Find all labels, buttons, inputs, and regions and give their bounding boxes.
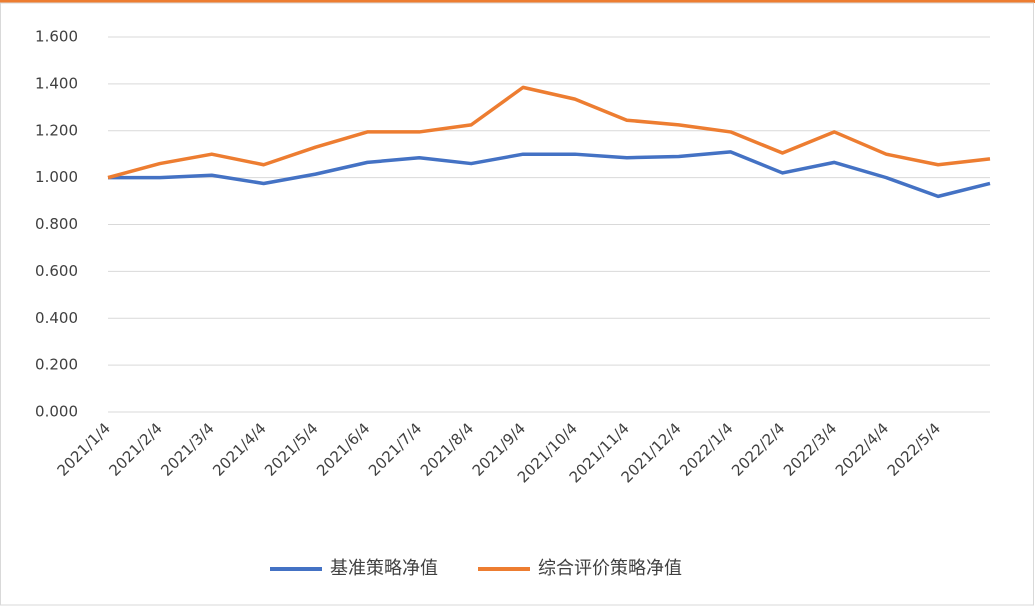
series-line	[107, 85, 991, 180]
y-tick-label: 0.000	[35, 403, 78, 421]
legend-label: 综合评价策略净值	[538, 558, 682, 579]
y-tick-label: 1.600	[35, 28, 78, 46]
y-tick-label: 0.600	[35, 262, 78, 280]
y-tick-label: 0.800	[35, 215, 78, 233]
series-line	[108, 150, 991, 199]
y-tick-label: 1.400	[35, 74, 78, 92]
y-tick-label: 1.200	[35, 121, 78, 139]
y-tick-label: 0.200	[35, 356, 78, 374]
y-tick-label: 1.000	[35, 168, 78, 186]
y-tick-label: 0.400	[35, 309, 78, 327]
legend-label: 基准策略净值	[330, 558, 438, 579]
